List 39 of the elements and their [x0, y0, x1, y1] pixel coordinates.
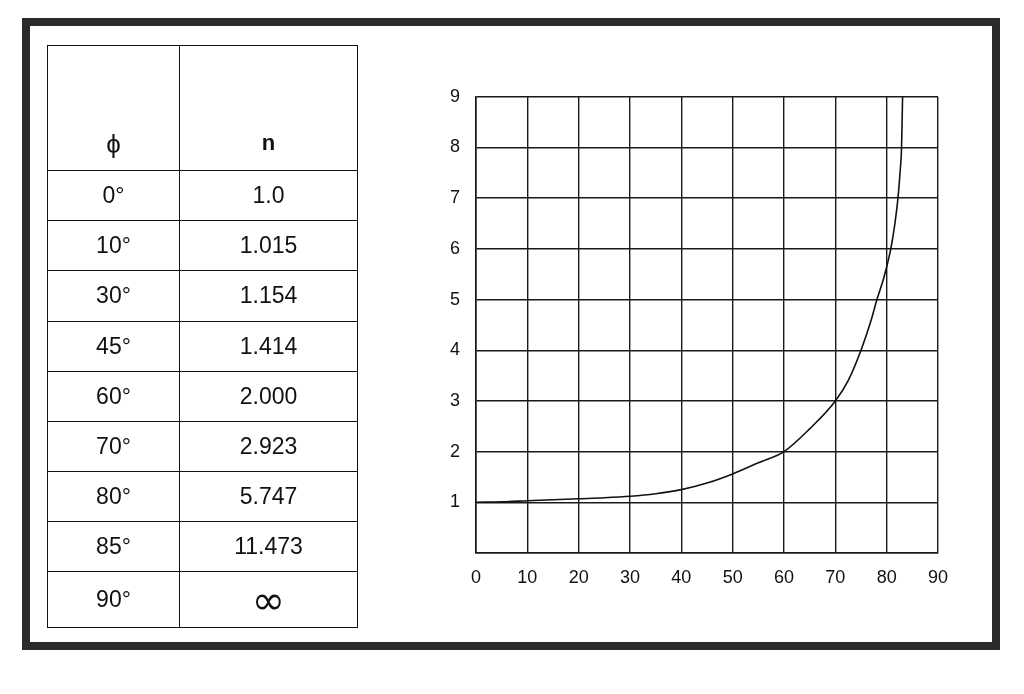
category-label: 70° — [47, 421, 180, 472]
x-tick-label: 70 — [825, 566, 846, 587]
x-tick-label: 90 — [927, 566, 949, 587]
text: 2.000 — [239, 382, 298, 409]
text: n — [179, 45, 358, 171]
x-tick-label: 80 — [876, 566, 897, 587]
category-label: 45° — [47, 321, 180, 372]
y-tick-label: 9 — [449, 85, 460, 106]
y-tick-label: 3 — [449, 389, 460, 410]
category-label: 10° — [47, 220, 180, 271]
x-tick-label: 40 — [671, 566, 692, 587]
text: ϕ — [47, 45, 180, 171]
text: 1.0 — [252, 182, 285, 209]
category-label: 30° — [47, 270, 180, 322]
text: 1.414 — [239, 332, 298, 359]
x-tick-label: 60 — [773, 566, 795, 587]
y-tick-label: 5 — [449, 288, 460, 309]
text: 5.747 — [239, 483, 298, 510]
category-label: 80° — [47, 471, 180, 522]
x-tick-label: 10 — [517, 566, 538, 587]
category-label: 60° — [47, 371, 180, 422]
y-tick-label: 4 — [449, 339, 460, 360]
y-tick-label: 1 — [449, 491, 460, 512]
x-tick-label: 30 — [619, 566, 641, 587]
text: ∞ — [251, 576, 286, 623]
x-tick-label: 50 — [722, 566, 743, 587]
y-tick-label: 2 — [449, 440, 460, 461]
text: 2.923 — [239, 432, 298, 459]
x-tick-label: 20 — [568, 566, 589, 587]
x-tick-label: 0 — [470, 566, 482, 587]
text: 1.015 — [239, 232, 298, 259]
y-tick-label: 6 — [449, 237, 460, 258]
y-tick-label: 7 — [449, 187, 460, 208]
category-label: 0° — [47, 170, 180, 221]
y-tick-label: 8 — [449, 136, 460, 157]
text: 1.154 — [239, 282, 298, 309]
category-label: 85° — [47, 521, 180, 572]
category-label: 90° — [47, 571, 180, 628]
text: 11.473 — [234, 533, 303, 560]
